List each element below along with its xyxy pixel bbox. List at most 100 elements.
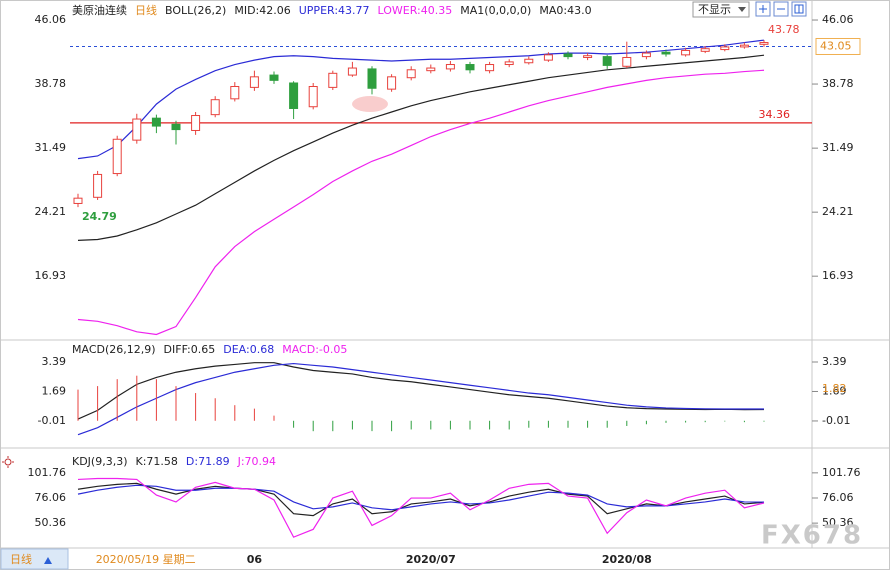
candle-body: [485, 64, 495, 72]
y-tick-label: -0.01: [822, 414, 850, 427]
candle-body: [641, 52, 651, 58]
candle-body: [700, 48, 710, 52]
toolbar[interactable]: 不显示: [692, 1, 807, 18]
y-tick-label: 24.21: [822, 205, 854, 218]
y-tick-label-left: 3.39: [42, 355, 67, 368]
y-tick-label: 31.49: [822, 141, 854, 154]
series-line: [77, 362, 765, 420]
max-label: 43.78: [768, 23, 800, 36]
last-price-box: [815, 37, 861, 55]
y-tick-label: 50.36: [822, 516, 854, 529]
period-button-label[interactable]: 日线: [10, 552, 32, 566]
candle-body: [406, 69, 416, 79]
candle-body: [308, 86, 318, 108]
series-line: [77, 362, 764, 436]
candle-body: [367, 68, 377, 89]
highlight: [352, 96, 388, 112]
y-tick-label-left: -0.01: [38, 414, 66, 427]
series-line: [77, 54, 765, 241]
period-arrow[interactable]: [44, 557, 52, 564]
candle-body: [93, 173, 103, 198]
y-tick-label: 76.06: [822, 491, 854, 504]
y-tick-label: 3.39: [822, 355, 847, 368]
last-price-label: 43.05: [820, 39, 852, 52]
y-tick-label-left: 16.93: [35, 269, 67, 282]
kdj-icon: [2, 456, 14, 468]
header-label: MA0:43.0: [539, 4, 591, 17]
y-tick-label-left: 46.06: [35, 13, 67, 26]
candle-body: [739, 44, 749, 48]
candle-body: [387, 76, 397, 90]
y-tick-label: 16.93: [822, 269, 854, 282]
candle-body: [622, 56, 632, 67]
horizontal-line-label: 34.36: [759, 108, 791, 121]
header-label: DIFF:0.65: [164, 343, 216, 356]
y-tick-label: 1.69: [822, 384, 847, 397]
y-tick-label: 38.78: [822, 77, 854, 90]
candle-body: [230, 86, 240, 100]
candle-body: [445, 64, 455, 70]
candle-body: [583, 55, 593, 58]
header-label: K:71.58: [136, 455, 178, 468]
candle-body: [151, 117, 161, 127]
candle-body: [249, 76, 259, 88]
candle-body: [171, 123, 181, 131]
series-line: [77, 39, 765, 160]
dropdown-icon[interactable]: [738, 7, 746, 12]
candle-body: [681, 49, 691, 56]
y-tick-label-left: 38.78: [35, 77, 67, 90]
header-label: MACD:-0.05: [282, 343, 347, 356]
candle-body: [720, 46, 730, 51]
header-label: 美原油连续: [72, 3, 127, 17]
candle-body: [563, 53, 573, 58]
candle-body: [328, 72, 338, 88]
hide-button[interactable]: [692, 1, 750, 18]
series-line: [77, 69, 765, 336]
y-tick-label: 101.76: [822, 466, 861, 479]
crosshair-date: 2020/05/19 星期二: [96, 553, 196, 566]
header-label: MACD(26,12,9): [72, 343, 156, 356]
hide-button-label[interactable]: 不显示: [698, 3, 731, 16]
header-label: D:71.89: [186, 455, 230, 468]
header-label: J:70.94: [237, 455, 276, 468]
candle-body: [465, 64, 475, 71]
y-tick-label-left: 101.76: [28, 466, 67, 479]
y-tick-label-left: 1.69: [42, 384, 67, 397]
y-tick-label: 46.06: [822, 13, 854, 26]
candle-body: [191, 115, 201, 131]
series-line: [77, 477, 765, 538]
candle-body: [132, 118, 142, 141]
x-tick-label: 2020/08: [602, 553, 652, 566]
y-tick-label-left: 50.36: [35, 516, 67, 529]
candle-body: [210, 99, 220, 116]
header-label: BOLL(26,2): [165, 4, 226, 17]
x-tick-label: 2020/07: [406, 553, 456, 566]
header-label: KDJ(9,3,3): [72, 455, 128, 468]
header-label: 日线: [135, 3, 157, 17]
zoom-icon-glyph: [759, 5, 767, 13]
candle-body: [759, 42, 769, 45]
candle-body: [504, 61, 514, 66]
header-label: DEA:0.68: [223, 343, 274, 356]
y-tick-label-left: 24.21: [35, 205, 67, 218]
candle-body: [73, 197, 83, 204]
min-label: 24.79: [82, 210, 117, 223]
candle-body: [661, 51, 671, 55]
current-marker: 1.82: [822, 382, 847, 395]
candle-body: [347, 67, 357, 76]
candle-body: [543, 54, 553, 61]
header-label: MA1(0,0,0,0): [460, 4, 531, 17]
header-label: MID:42.06: [234, 4, 290, 17]
y-tick-label-left: 31.49: [35, 141, 67, 154]
candle-body: [524, 58, 534, 64]
candle-body: [602, 56, 612, 66]
candle-body: [426, 67, 436, 72]
watermark: FX678: [761, 521, 863, 551]
candle-body: [289, 82, 299, 109]
settings-icon-glyph: [794, 4, 804, 14]
header-label: LOWER:40.35: [378, 4, 453, 17]
candle-body: [112, 138, 122, 175]
candle-body: [269, 74, 279, 81]
